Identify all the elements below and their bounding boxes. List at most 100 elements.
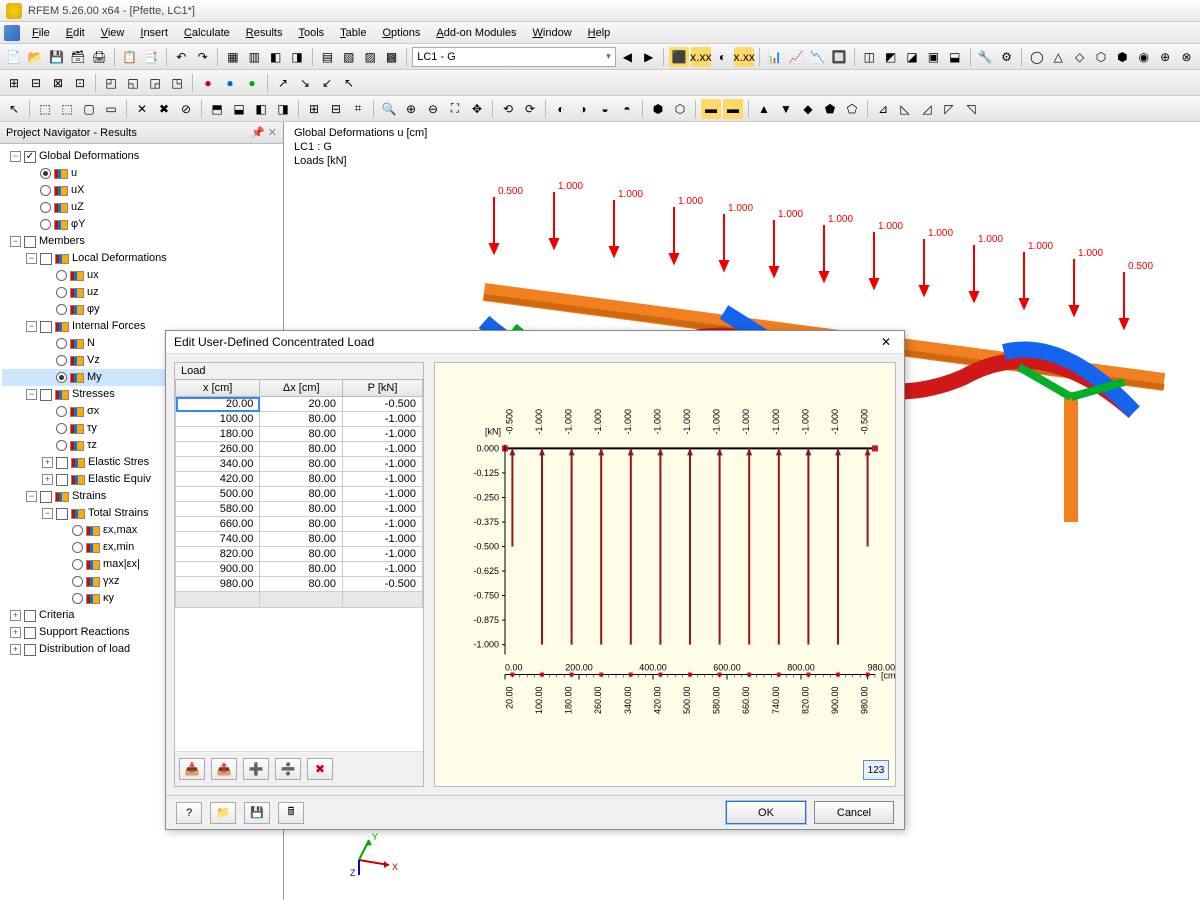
tb-c-icon[interactable]: ◧ <box>266 47 285 67</box>
t3-h-icon[interactable]: ▬ <box>723 99 743 119</box>
copy-icon[interactable]: 📋 <box>120 47 139 67</box>
t3-zoomin-icon[interactable]: ⊕ <box>401 99 421 119</box>
t3-c-icon[interactable]: ◒ <box>595 99 615 119</box>
menu-file[interactable]: File <box>24 24 58 42</box>
menu-tools[interactable]: Tools <box>290 24 332 42</box>
loadcase-combo[interactable]: LC1 - G <box>412 47 616 67</box>
t3-f-icon[interactable]: ⬡ <box>670 99 690 119</box>
menu-addonmodules[interactable]: Add-on Modules <box>428 24 524 42</box>
tb-e-icon[interactable]: ▤ <box>318 47 337 67</box>
shape-c-icon[interactable]: ◇ <box>1070 47 1089 67</box>
tree-item[interactable]: φY <box>2 216 281 233</box>
tree-item[interactable]: −Members <box>2 233 281 250</box>
save-icon[interactable]: 💾 <box>47 47 66 67</box>
tree-item[interactable]: ux <box>2 267 281 284</box>
t3-10-icon[interactable]: ◧ <box>251 99 271 119</box>
result-b-icon[interactable]: x.xx <box>691 47 711 67</box>
t3-14-icon[interactable]: ⌗ <box>348 99 368 119</box>
menu-view[interactable]: View <box>93 24 133 42</box>
shape-a-icon[interactable]: ◯ <box>1027 47 1046 67</box>
menu-window[interactable]: Window <box>525 24 580 42</box>
t3-12-icon[interactable]: ⊞ <box>304 99 324 119</box>
save-dlg-icon[interactable]: 💾 <box>244 802 270 824</box>
diag-c-icon[interactable]: 📉 <box>808 47 827 67</box>
t3-6-icon[interactable]: ✖ <box>154 99 174 119</box>
print-icon[interactable]: 🖨 <box>90 47 109 67</box>
shape-e-icon[interactable]: ⬢ <box>1113 47 1132 67</box>
tool-b-icon[interactable]: ⚙ <box>997 47 1016 67</box>
t3-o-icon[interactable]: ◺ <box>895 99 915 119</box>
tree-item[interactable]: φy <box>2 301 281 318</box>
new-icon[interactable]: 📄 <box>4 47 23 67</box>
menu-help[interactable]: Help <box>580 24 619 42</box>
table-export-icon[interactable]: 📤 <box>211 758 237 780</box>
view-e-icon[interactable]: ⬓ <box>945 47 964 67</box>
t2-11-icon[interactable]: ● <box>242 73 262 93</box>
t2-13-icon[interactable]: ↘ <box>295 73 315 93</box>
t3-4-icon[interactable]: ▭ <box>101 99 121 119</box>
tb-a-icon[interactable]: ▦ <box>223 47 242 67</box>
help-icon[interactable]: ? <box>176 802 202 824</box>
folder-icon[interactable]: 📁 <box>210 802 236 824</box>
menu-insert[interactable]: Insert <box>132 24 176 42</box>
t2-7-icon[interactable]: ◲ <box>145 73 165 93</box>
next-lc-icon[interactable]: ▶ <box>639 47 658 67</box>
save-all-icon[interactable]: 🗃 <box>68 47 87 67</box>
t3-zoomout-icon[interactable]: ⊖ <box>423 99 443 119</box>
menu-table[interactable]: Table <box>332 24 374 42</box>
t2-15-icon[interactable]: ↖ <box>339 73 359 93</box>
tb-b-icon[interactable]: ▥ <box>245 47 264 67</box>
shape-h-icon[interactable]: ⊗ <box>1177 47 1196 67</box>
tree-item[interactable]: −Local Deformations <box>2 250 281 267</box>
t3-q-icon[interactable]: ◸ <box>939 99 959 119</box>
diag-b-icon[interactable]: 📈 <box>787 47 806 67</box>
t3-8-icon[interactable]: ⬒ <box>207 99 227 119</box>
table-add-icon[interactable]: ➕ <box>243 758 269 780</box>
t2-5-icon[interactable]: ◰ <box>101 73 121 93</box>
t3-i-icon[interactable]: ▲ <box>754 99 774 119</box>
diag-d-icon[interactable]: 🔲 <box>829 47 848 67</box>
table-insert-icon[interactable]: ➗ <box>275 758 301 780</box>
result-c-icon[interactable]: ◐ <box>713 47 732 67</box>
shape-f-icon[interactable]: ◉ <box>1134 47 1153 67</box>
t2-14-icon[interactable]: ↙ <box>317 73 337 93</box>
menu-calculate[interactable]: Calculate <box>176 24 238 42</box>
tree-item[interactable]: uZ <box>2 199 281 216</box>
t2-3-icon[interactable]: ⊠ <box>48 73 68 93</box>
undo-icon[interactable]: ↶ <box>172 47 191 67</box>
t3-rot2-icon[interactable]: ⟳ <box>520 99 540 119</box>
result-d-icon[interactable]: x.xx <box>734 47 754 67</box>
tree-item[interactable]: uX <box>2 182 281 199</box>
t3-b-icon[interactable]: ◑ <box>573 99 593 119</box>
t3-r-icon[interactable]: ◹ <box>961 99 981 119</box>
t2-9-icon[interactable]: ● <box>198 73 218 93</box>
tree-item[interactable]: uz <box>2 284 281 301</box>
t2-10-icon[interactable]: ● <box>220 73 240 93</box>
t3-3-icon[interactable]: ▢ <box>79 99 99 119</box>
t3-2-icon[interactable]: ⬚ <box>57 99 77 119</box>
tree-item[interactable]: u <box>2 165 281 182</box>
calc-icon[interactable]: 🖩 <box>278 802 304 824</box>
table-import-icon[interactable]: 📥 <box>179 758 205 780</box>
t3-7-icon[interactable]: ⊘ <box>176 99 196 119</box>
t3-13-icon[interactable]: ⊟ <box>326 99 346 119</box>
tool-a-icon[interactable]: 🔧 <box>975 47 994 67</box>
t3-g-icon[interactable]: ▬ <box>701 99 721 119</box>
t3-n-icon[interactable]: ⊿ <box>873 99 893 119</box>
t3-l-icon[interactable]: ⬟ <box>820 99 840 119</box>
t3-fit-icon[interactable]: ⛶ <box>445 99 465 119</box>
t2-2-icon[interactable]: ⊟ <box>26 73 46 93</box>
t2-12-icon[interactable]: ↗ <box>273 73 293 93</box>
open-icon[interactable]: 📂 <box>25 47 44 67</box>
shape-b-icon[interactable]: △ <box>1049 47 1068 67</box>
t3-m-icon[interactable]: ⬠ <box>842 99 862 119</box>
view-c-icon[interactable]: ◪ <box>902 47 921 67</box>
dialog-titlebar[interactable]: Edit User-Defined Concentrated Load ✕ <box>166 331 904 354</box>
t2-6-icon[interactable]: ◱ <box>123 73 143 93</box>
view-b-icon[interactable]: ◩ <box>881 47 900 67</box>
redo-icon[interactable]: ↷ <box>193 47 212 67</box>
t3-p-icon[interactable]: ◿ <box>917 99 937 119</box>
table-delete-icon[interactable]: ✖ <box>307 758 333 780</box>
diag-a-icon[interactable]: 📊 <box>765 47 784 67</box>
prev-lc-icon[interactable]: ◀ <box>618 47 637 67</box>
